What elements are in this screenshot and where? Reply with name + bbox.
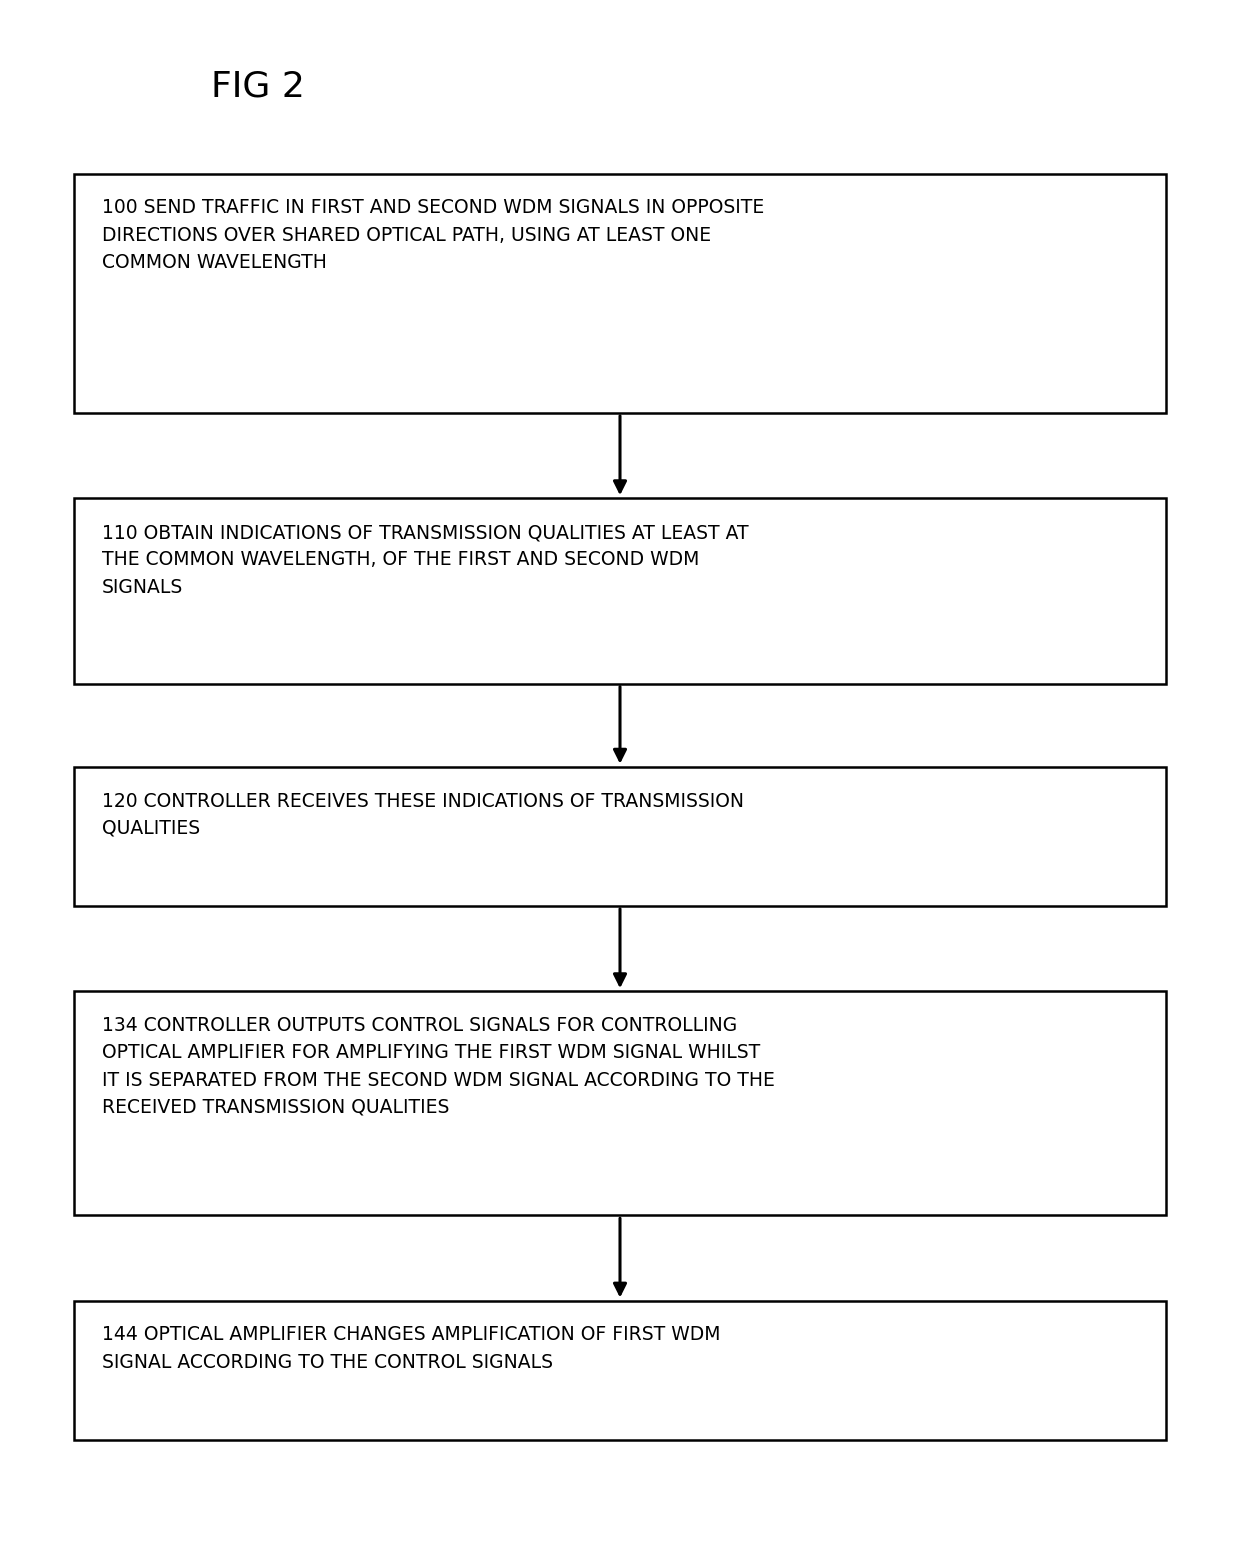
Text: 120 CONTROLLER RECEIVES THESE INDICATIONS OF TRANSMISSION
QUALITIES: 120 CONTROLLER RECEIVES THESE INDICATION…: [102, 792, 744, 838]
FancyBboxPatch shape: [74, 767, 1166, 906]
Text: 144 OPTICAL AMPLIFIER CHANGES AMPLIFICATION OF FIRST WDM
SIGNAL ACCORDING TO THE: 144 OPTICAL AMPLIFIER CHANGES AMPLIFICAT…: [102, 1325, 720, 1372]
Text: 100 SEND TRAFFIC IN FIRST AND SECOND WDM SIGNALS IN OPPOSITE
DIRECTIONS OVER SHA: 100 SEND TRAFFIC IN FIRST AND SECOND WDM…: [102, 198, 764, 272]
Text: 110 OBTAIN INDICATIONS OF TRANSMISSION QUALITIES AT LEAST AT
THE COMMON WAVELENG: 110 OBTAIN INDICATIONS OF TRANSMISSION Q…: [102, 523, 748, 597]
FancyBboxPatch shape: [74, 1301, 1166, 1440]
FancyBboxPatch shape: [74, 173, 1166, 412]
Text: 134 CONTROLLER OUTPUTS CONTROL SIGNALS FOR CONTROLLING
OPTICAL AMPLIFIER FOR AMP: 134 CONTROLLER OUTPUTS CONTROL SIGNALS F…: [102, 1017, 775, 1117]
FancyBboxPatch shape: [74, 992, 1166, 1216]
FancyBboxPatch shape: [74, 498, 1166, 684]
Text: FIG 2: FIG 2: [211, 69, 305, 103]
